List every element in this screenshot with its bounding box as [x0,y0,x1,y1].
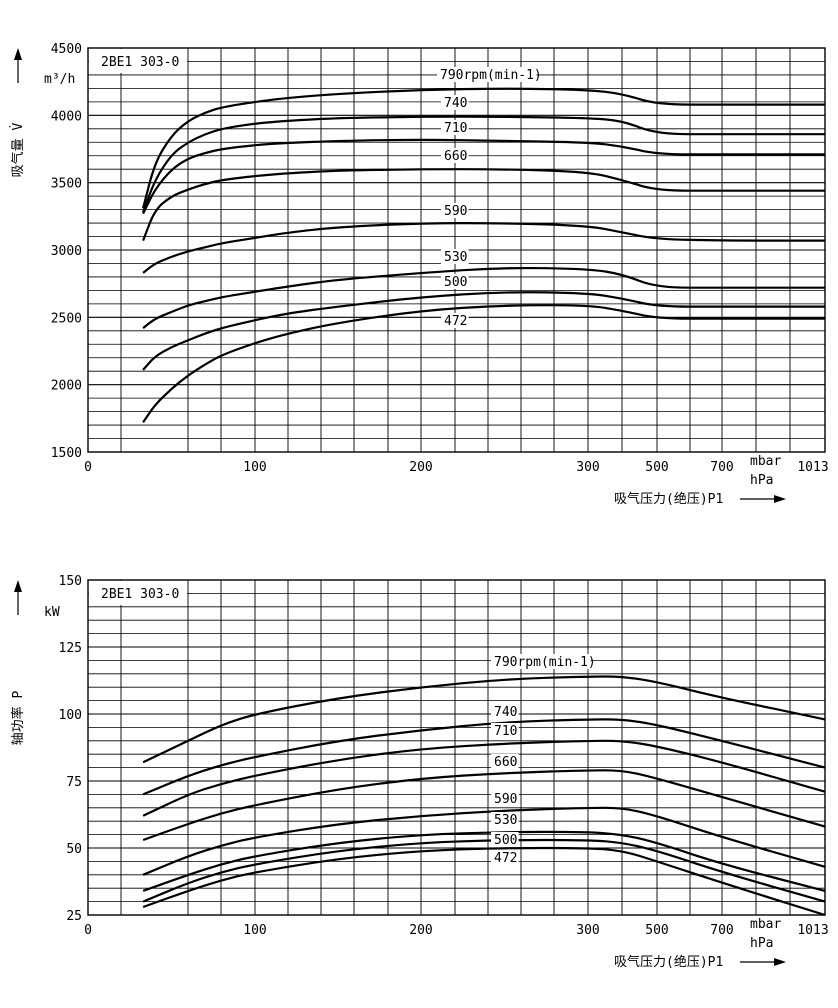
y-tick-label: 4000 [51,109,82,124]
y-tick-label: 75 [66,775,82,790]
y-tick-label: 2000 [51,379,82,394]
series-line-660 [142,769,826,842]
series-label-bg [441,203,469,218]
series-label-bg [437,67,537,82]
series-line-500 [142,291,825,371]
series-line-660 [142,168,825,241]
series-label: 590 [494,792,517,807]
x-axis-label: 吸气压力(绝压)P1 [614,491,723,507]
series-line-500 [142,838,826,903]
series-label-bg [491,850,519,865]
y-axis-arrowhead [14,48,22,60]
series-line-710 [142,138,825,215]
x-unit-mbar: mbar [750,917,781,932]
title-box [89,49,187,73]
x-unit-mbar: mbar [750,454,781,469]
series-line-740 [142,718,826,796]
x-tick-label: 0 [84,460,92,475]
x-tick-label: 1013 [797,923,828,938]
series-label-bg [491,754,519,769]
series-line-472 [142,304,825,424]
y-tick-label: 50 [66,842,82,857]
y-tick-label: 1500 [51,446,82,461]
series-label-bg [491,832,519,847]
series-label: 710 [444,121,467,136]
y-unit: m³/h [44,72,75,87]
y-tick-label: 100 [59,708,82,723]
series-label-bg [441,313,469,328]
series-label: 590 [444,204,467,219]
y-tick-label: 2500 [51,311,82,326]
series-label: 500 [444,275,467,290]
y-tick-label: 3500 [51,177,82,192]
series-label: 660 [444,149,467,164]
series-line-530 [142,266,825,329]
series-label: 710 [494,724,517,739]
chart-panel-2: 2BE1 303-0 150 125 100 75 50 25 kW 轴功率 P 0 100 200 3… [10,574,829,970]
x-tick-label: 300 [576,923,599,938]
series-label: 660 [494,755,517,770]
y-tick-label: 4500 [51,42,82,57]
series-label-bg [491,654,591,669]
series-label-bg [491,704,519,719]
series-label-bg [441,95,469,110]
series-label: 472 [494,851,517,866]
x-tick-label: 200 [409,923,432,938]
series-line-710 [142,739,826,817]
series-label: 530 [494,813,517,828]
y-axis-label: 轴功率 P [10,691,26,746]
x-axis-arrowhead [774,958,786,966]
plot-frame [87,579,826,916]
x-unit-hpa: hPa [750,473,773,488]
series-label-bg [491,791,519,806]
series-line-790rpmmin1 [142,87,825,209]
series-label: 472 [444,314,467,329]
x-axis-arrowhead [774,495,786,503]
series-line-590 [142,222,825,274]
x-tick-label: 1013 [797,460,828,475]
x-tick-label: 0 [84,923,92,938]
title-box [89,581,187,605]
series-label-bg [441,148,469,163]
x-tick-label: 500 [645,460,668,475]
y-tick-label: 150 [59,574,82,589]
chart-title: 2BE1 303-0 [101,55,179,70]
series-label: 790rpm(min-1) [494,655,596,670]
x-unit-hpa: hPa [750,936,773,951]
chart-panel-1: 2BE1 303-04500400035003000250020001500m³… [10,42,829,507]
y-axis-label: 吸气量 V̇ [10,123,26,178]
series-line-472 [142,846,826,917]
y-tick-label: 3000 [51,244,82,259]
x-tick-label: 300 [576,460,599,475]
series-label-bg [441,249,469,264]
x-tick-label: 700 [710,460,733,475]
series-label: 790rpm(min-1) [440,68,542,83]
x-tick-label: 500 [645,923,668,938]
x-tick-label: 200 [409,460,432,475]
series-label-bg [441,274,469,289]
series-label: 500 [494,833,517,848]
series-line-740 [142,115,825,213]
y-axis-arrowhead [14,580,22,592]
y-tick-label: 25 [66,909,82,924]
chart-title: 2BE1 303-0 [101,587,179,602]
series-label: 740 [494,705,517,720]
series-label-bg [441,120,469,135]
x-tick-label: 700 [710,923,733,938]
series-label: 740 [444,96,467,111]
series-label: 530 [444,250,467,265]
plot-frame [87,47,826,453]
y-tick-label: 125 [59,641,82,656]
series-label-bg [491,812,519,827]
series-line-790rpmmin1 [142,675,826,764]
x-axis-label: 吸气压力(绝压)P1 [614,954,723,970]
series-line-530 [142,830,826,892]
x-tick-label: 100 [243,923,266,938]
series-line-590 [142,806,826,876]
series-label-bg [491,723,519,738]
x-tick-label: 100 [243,460,266,475]
y-unit: kW [44,605,60,620]
